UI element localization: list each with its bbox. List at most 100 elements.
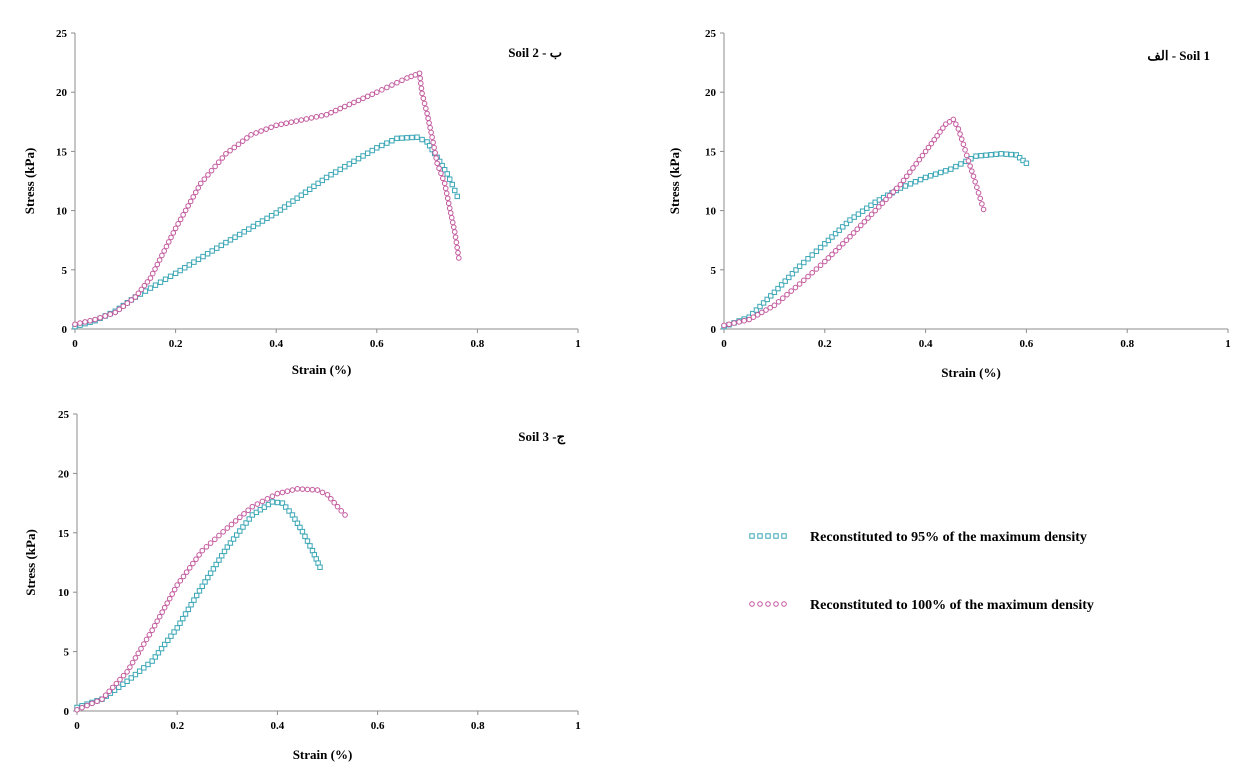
data-point xyxy=(829,251,835,258)
data-point xyxy=(159,252,165,259)
legend-marker xyxy=(757,601,763,607)
data-point xyxy=(1016,155,1023,161)
data-point xyxy=(851,214,857,220)
data-point xyxy=(907,169,913,175)
data-point xyxy=(443,190,450,197)
data-point xyxy=(243,520,249,526)
data-point xyxy=(172,270,179,277)
data-point xyxy=(374,89,380,95)
data-point xyxy=(302,533,308,540)
data-point xyxy=(92,316,98,323)
chart-soil-3: 0 5 10 15 20 25 0 0.2 0.4 0.6 0.8 1 Strain (%) Stress… xyxy=(23,409,581,762)
x-tick-label: 0 xyxy=(72,338,78,350)
data-point xyxy=(164,600,170,606)
x-axis-title: Strain (%) xyxy=(941,365,1001,380)
data-point xyxy=(859,208,866,214)
data-point xyxy=(988,152,994,158)
data-point xyxy=(138,645,144,652)
data-point xyxy=(307,543,313,549)
data-point xyxy=(177,577,184,584)
data-point xyxy=(455,249,461,256)
x-tick-label: 0.8 xyxy=(471,720,485,732)
data-point xyxy=(170,230,177,236)
data-point xyxy=(854,226,861,233)
series-95 xyxy=(74,499,323,711)
data-point xyxy=(281,204,288,210)
data-point xyxy=(967,163,973,169)
data-point xyxy=(337,166,343,173)
data-point xyxy=(919,152,926,159)
data-point xyxy=(801,277,807,284)
data-point xyxy=(191,259,197,265)
data-point xyxy=(902,183,909,189)
data-point xyxy=(269,493,276,500)
data-point xyxy=(360,153,366,159)
legend-marker xyxy=(749,533,755,539)
data-point xyxy=(240,524,246,530)
data-point xyxy=(177,267,183,274)
data-point xyxy=(183,569,190,575)
series-100 xyxy=(72,70,462,328)
data-point xyxy=(147,275,154,281)
data-point xyxy=(429,134,435,140)
data-point xyxy=(449,219,456,226)
data-point xyxy=(801,259,807,266)
data-point xyxy=(293,118,300,124)
data-point xyxy=(788,288,795,294)
data-point xyxy=(166,595,173,602)
data-point xyxy=(177,620,183,626)
data-point xyxy=(436,165,442,172)
data-point xyxy=(969,168,975,174)
data-point xyxy=(894,185,900,192)
data-point xyxy=(165,637,171,644)
data-point xyxy=(425,115,431,122)
data-point xyxy=(809,252,815,258)
y-tick-label: 10 xyxy=(58,587,70,599)
data-point xyxy=(202,579,208,585)
data-point xyxy=(155,650,162,656)
y-tick-label: 5 xyxy=(62,265,68,277)
data-point xyxy=(192,189,199,196)
data-point xyxy=(331,499,337,506)
data-point xyxy=(948,166,954,172)
legend-marker xyxy=(773,533,779,539)
data-point xyxy=(112,309,119,316)
data-point xyxy=(1023,160,1030,166)
data-point xyxy=(116,306,123,313)
data-point xyxy=(771,289,778,295)
legend-marker xyxy=(765,533,771,539)
y-tick-label: 0 xyxy=(64,706,70,718)
data-point xyxy=(977,195,984,202)
data-point xyxy=(154,261,161,268)
data-point xyxy=(940,125,946,131)
x-tick-label: 0.4 xyxy=(919,338,933,350)
data-point xyxy=(255,221,261,227)
data-point xyxy=(227,237,234,243)
data-point xyxy=(168,633,174,639)
x-tick-label: 0.6 xyxy=(1020,338,1034,350)
data-point xyxy=(120,672,127,679)
data-point xyxy=(274,499,281,506)
data-point xyxy=(346,161,353,167)
data-point xyxy=(203,544,210,550)
data-point xyxy=(180,212,186,218)
data-point xyxy=(813,266,820,272)
x-axis-title: Strain (%) xyxy=(293,747,353,762)
y-axis-title: Stress (kPa) xyxy=(667,148,682,215)
data-point xyxy=(454,193,460,200)
data-point xyxy=(298,192,305,198)
data-point xyxy=(79,704,85,711)
data-point xyxy=(180,615,186,622)
y-tick-label: 15 xyxy=(705,146,717,158)
data-point xyxy=(332,107,339,114)
data-point xyxy=(231,144,238,151)
data-point xyxy=(736,319,742,325)
data-point xyxy=(960,141,967,148)
series-95 xyxy=(721,151,1030,330)
data-point xyxy=(419,90,425,97)
data-point xyxy=(955,126,962,132)
data-point xyxy=(763,307,769,313)
data-point xyxy=(922,174,929,181)
x-tick-label: 0.6 xyxy=(371,720,385,732)
data-point xyxy=(389,82,395,88)
